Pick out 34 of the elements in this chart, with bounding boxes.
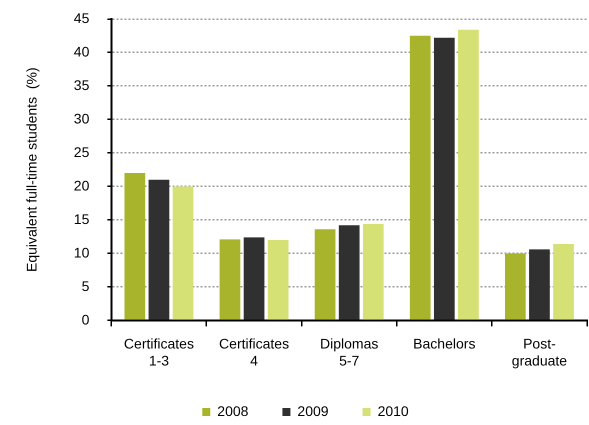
y-tick-label: 5 — [82, 278, 90, 294]
legend-label: 2008 — [217, 402, 249, 419]
x-tick-label: Bachelors — [413, 336, 476, 352]
bar — [458, 30, 479, 320]
bar — [172, 186, 194, 320]
bar — [362, 224, 384, 320]
y-tick-label: 15 — [74, 210, 90, 227]
bar — [504, 253, 526, 320]
bar — [148, 180, 170, 320]
bar — [244, 237, 264, 320]
legend-label: 2009 — [297, 402, 329, 419]
y-tick-label: 25 — [74, 144, 90, 160]
x-tick-label: Post-graduate — [512, 336, 568, 368]
x-tick-label: Certificates 1-3 — [124, 336, 194, 368]
bar — [338, 225, 360, 320]
y-axis-title: Equivalent full-time students (%) — [23, 67, 40, 272]
bar — [220, 239, 240, 320]
y-tick-label: 30 — [74, 110, 90, 126]
bar — [410, 36, 431, 320]
y-tick-label: 20 — [74, 177, 90, 194]
x-tick-label: Diplomas 5-7 — [320, 336, 378, 368]
bar — [314, 229, 336, 320]
y-tick-label: 35 — [74, 76, 90, 93]
bar — [553, 244, 574, 320]
bar — [434, 38, 455, 320]
x-tick-label: Certificates 4 — [219, 336, 290, 368]
legend-label: 2010 — [378, 402, 409, 419]
y-tick-label: 40 — [74, 43, 90, 60]
bar — [268, 240, 289, 320]
y-tick-label: 10 — [74, 244, 90, 260]
bar — [124, 173, 146, 320]
bar — [529, 249, 550, 320]
y-tick-label: 45 — [74, 10, 90, 26]
y-tick-label: 0 — [82, 311, 90, 328]
